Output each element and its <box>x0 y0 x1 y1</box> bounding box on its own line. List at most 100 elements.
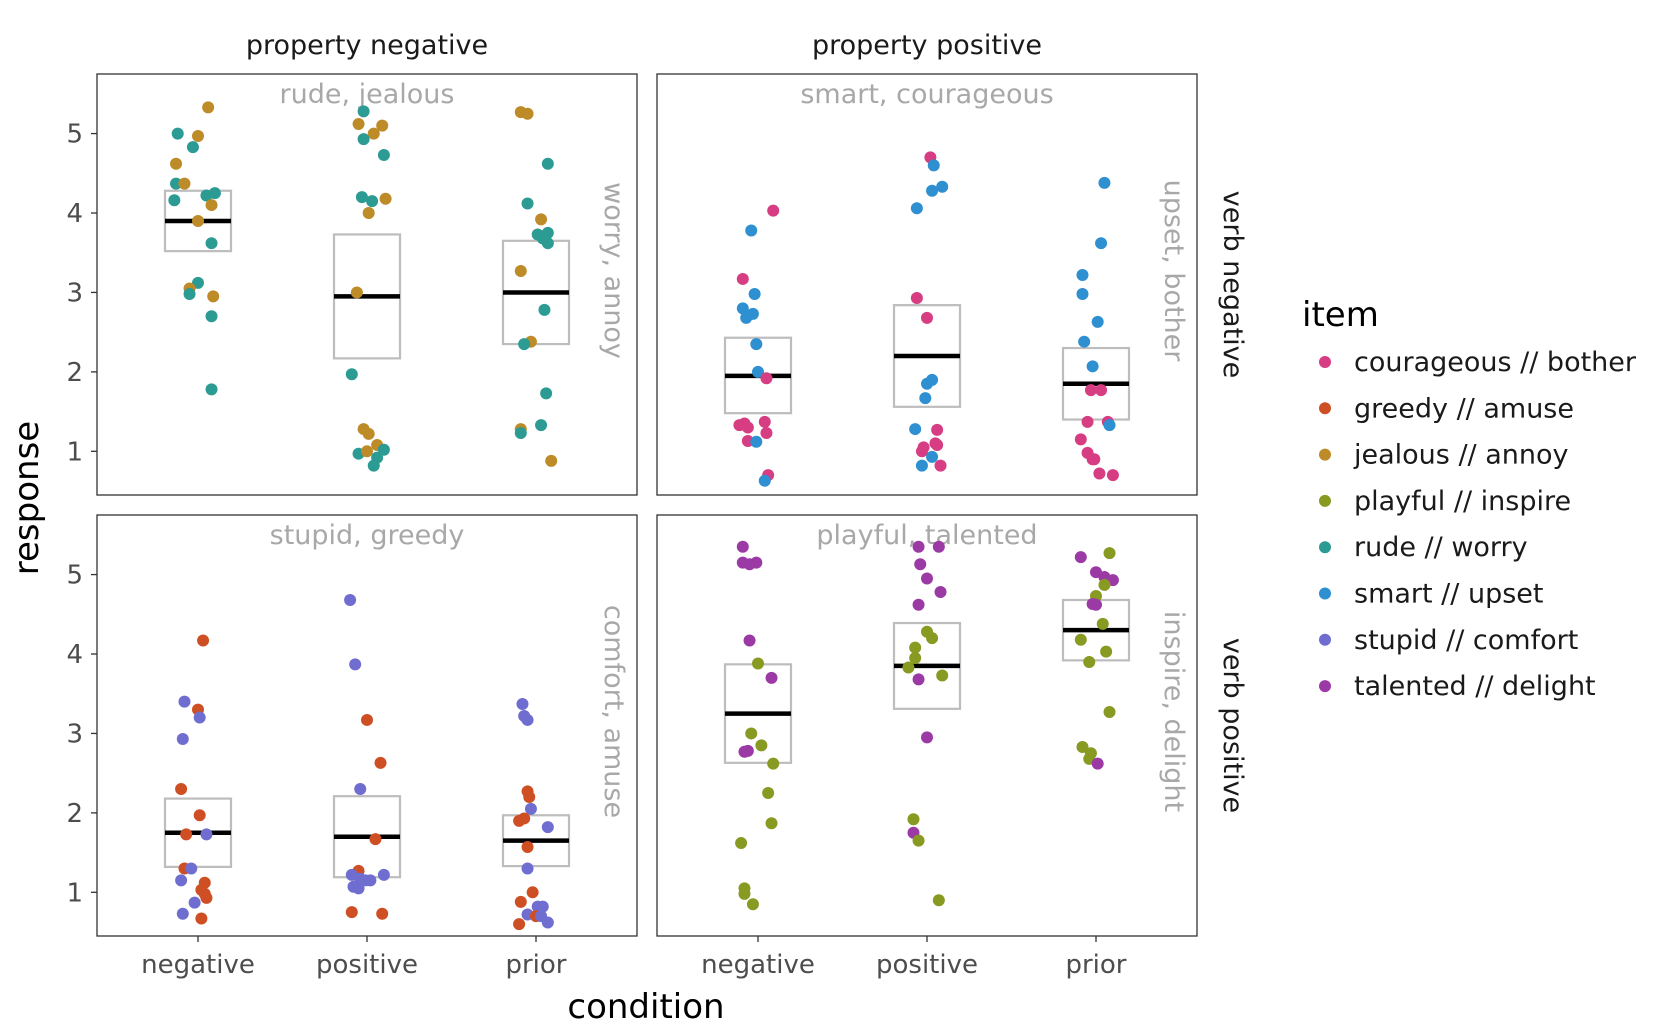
data-point <box>349 658 362 671</box>
data-point <box>518 812 531 825</box>
data-point <box>932 540 945 553</box>
data-point <box>907 813 920 826</box>
data-point <box>1084 384 1097 397</box>
data-point <box>741 421 754 434</box>
legend-swatch <box>1319 633 1331 646</box>
y-tick-label: 5 <box>66 120 83 150</box>
panel-border <box>656 73 1198 496</box>
data-point <box>1106 469 1119 482</box>
data-point <box>541 821 554 834</box>
data-point <box>921 572 933 585</box>
data-point <box>535 213 548 226</box>
y-tick-label: 4 <box>66 199 83 229</box>
data-point <box>192 214 204 227</box>
legend-item: greedy // amuse <box>1319 393 1574 424</box>
data-point <box>914 558 927 571</box>
data-point <box>936 669 949 682</box>
data-point <box>927 159 940 172</box>
data-point <box>1081 415 1094 428</box>
data-point <box>344 593 357 606</box>
x-tick-label: negative <box>701 950 815 980</box>
data-point <box>379 192 392 205</box>
data-point <box>535 419 548 432</box>
data-point <box>934 586 947 599</box>
data-point <box>909 651 922 664</box>
data-point <box>514 264 527 277</box>
data-point <box>748 288 761 301</box>
panel-top-label: smart, courageous <box>800 79 1053 110</box>
data-point <box>362 427 375 440</box>
data-point <box>168 194 181 207</box>
facet-panel: stupid, greedy comfort, amuse 1 2 3 4 5 negativ… <box>66 514 638 980</box>
data-point <box>1078 335 1091 348</box>
facet-panel: rude, jealous worry, annoy 1 2 3 4 5 <box>66 73 638 496</box>
y-tick-label: 1 <box>66 878 83 908</box>
legend-label: stupid // comfort <box>1354 625 1578 656</box>
data-point <box>765 817 778 830</box>
data-point <box>350 286 363 299</box>
legend-label: playful // inspire <box>1354 486 1571 517</box>
data-point <box>1095 384 1108 397</box>
legend-item: playful // inspire <box>1319 486 1571 517</box>
data-point <box>192 276 204 289</box>
data-point <box>521 713 534 726</box>
data-point <box>909 423 922 436</box>
data-point <box>752 365 764 378</box>
data-point <box>180 828 193 841</box>
y-tick-label: 4 <box>66 640 83 670</box>
data-point <box>176 733 189 746</box>
data-point <box>921 311 933 324</box>
data-point <box>912 834 925 847</box>
data-point <box>205 237 218 250</box>
data-point <box>758 474 771 487</box>
data-point <box>1100 645 1113 658</box>
panel-side-label: worry, annoy <box>598 182 629 359</box>
data-point <box>207 290 220 303</box>
panel-side-label: inspire, delight <box>1158 611 1189 812</box>
legend-label: greedy // amuse <box>1354 393 1574 424</box>
panel-top-label: stupid, greedy <box>270 520 465 551</box>
legend-item: talented // delight <box>1319 671 1596 702</box>
data-point <box>750 556 763 569</box>
data-point <box>377 443 390 456</box>
data-point <box>369 833 382 846</box>
panel-side-label: upset, bother <box>1158 180 1189 363</box>
y-axis-title: response <box>7 421 47 575</box>
data-point <box>736 272 749 285</box>
data-point <box>205 383 218 396</box>
legend: item courageous // bother greedy // amuse… <box>1302 295 1637 702</box>
data-point <box>926 632 939 645</box>
legend-item: jealous // annoy <box>1319 440 1569 471</box>
data-point <box>1074 633 1087 646</box>
data-point <box>919 392 932 405</box>
legend-swatch <box>1319 448 1331 461</box>
y-tick-label: 5 <box>66 561 83 591</box>
data-point <box>361 445 373 458</box>
data-point <box>376 119 389 132</box>
data-point <box>513 918 526 931</box>
data-point <box>767 204 780 217</box>
data-point <box>367 459 380 472</box>
data-point <box>377 868 390 881</box>
data-point <box>760 427 773 440</box>
data-point <box>538 303 551 316</box>
legend-swatch <box>1319 494 1331 507</box>
data-point <box>738 887 751 900</box>
data-point <box>760 372 773 385</box>
data-point <box>735 837 748 850</box>
data-point <box>758 415 771 428</box>
data-point <box>1093 467 1106 480</box>
data-point <box>186 141 199 154</box>
data-point <box>361 713 373 726</box>
data-point <box>915 459 928 472</box>
data-point <box>750 338 763 351</box>
data-point <box>910 202 923 215</box>
panel-side-label: comfort, amuse <box>598 605 629 818</box>
data-point <box>926 184 939 197</box>
data-point <box>541 916 554 929</box>
data-point <box>1098 578 1111 591</box>
legend-item: rude // worry <box>1319 532 1528 563</box>
data-point <box>178 695 191 708</box>
legend-item: smart // upset <box>1319 579 1543 610</box>
data-point <box>931 438 944 451</box>
